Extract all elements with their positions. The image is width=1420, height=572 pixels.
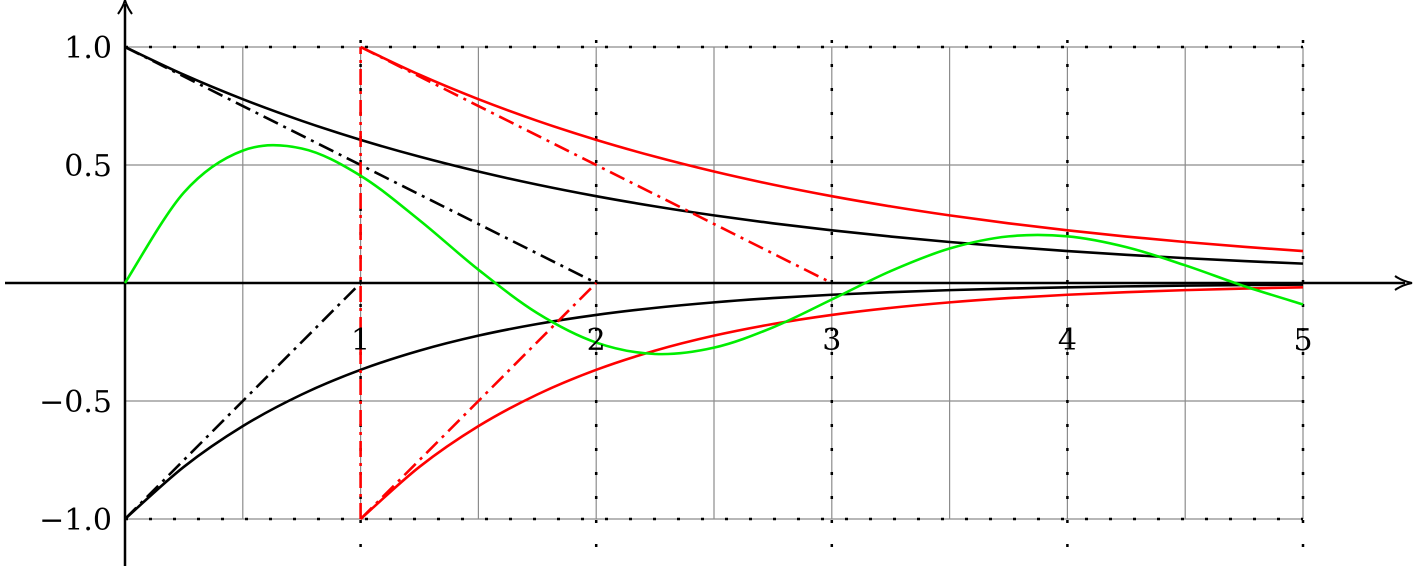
x-tick-label: 2 (587, 323, 606, 358)
series-black-upper-exp (124, 45, 1304, 265)
series-red-upper-exp (360, 45, 1304, 253)
series-red-lower-exp (359, 286, 1304, 520)
x-tick-label: 4 (1058, 323, 1077, 358)
axes (5, 0, 1413, 566)
series-group (123, 45, 1304, 520)
y-tick-label: 1.0 (64, 31, 112, 66)
y-tick-labels: 1.0 0.5 −0.5 −1.0 (39, 31, 112, 538)
x-tick-label: 5 (1293, 323, 1312, 358)
series-green-damped-sine (123, 143, 1304, 356)
series-red-lower-tangent (359, 282, 598, 520)
x-axis-arrow (1394, 275, 1413, 291)
series-black-lower-exp (124, 283, 1304, 520)
x-tick-labels: 1 2 3 4 5 (351, 323, 1312, 358)
x-tick-label: 3 (822, 323, 841, 358)
y-tick-label: −0.5 (39, 385, 112, 420)
y-tick-label: 0.5 (64, 149, 112, 184)
series-red-upper-tangent (360, 45, 833, 285)
y-tick-label: −1.0 (39, 503, 112, 538)
series-black-lower-tangent (124, 282, 362, 520)
y-axis-arrow (117, 0, 133, 15)
x-tick-label: 1 (351, 323, 370, 358)
